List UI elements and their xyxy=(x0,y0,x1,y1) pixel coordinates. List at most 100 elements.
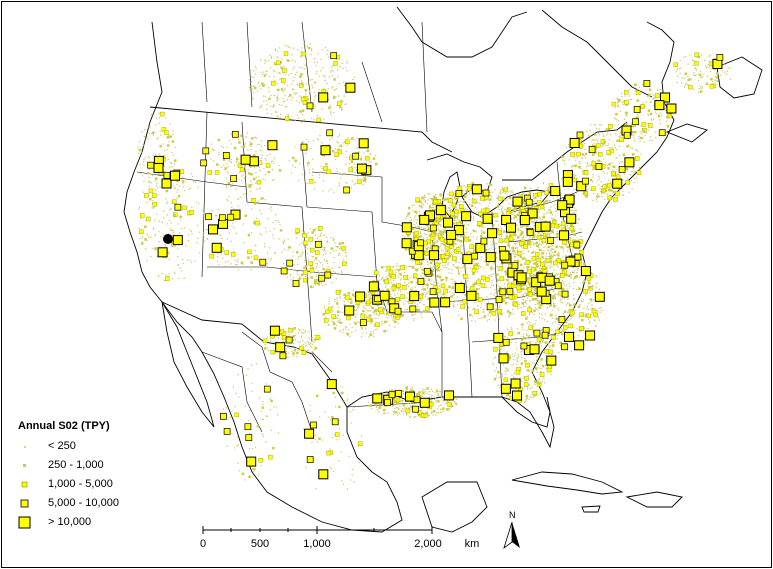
emission-point-tiny xyxy=(529,311,531,313)
emission-point-tiny xyxy=(158,241,160,243)
emission-point-tiny xyxy=(213,179,215,181)
emission-point-tiny xyxy=(534,222,536,224)
emission-point-tiny xyxy=(495,304,497,306)
emission-point-tiny xyxy=(640,125,642,127)
emission-point-tiny xyxy=(438,405,440,407)
emission-point-tiny xyxy=(551,245,553,247)
emission-point-tiny xyxy=(597,193,599,195)
emission-point-tiny xyxy=(339,266,341,268)
emission-point-tiny xyxy=(574,153,576,155)
emission-point-tiny xyxy=(431,411,433,413)
emission-point-tiny xyxy=(572,287,575,290)
emission-point-tiny xyxy=(430,396,432,398)
emission-point-tiny xyxy=(541,317,543,320)
emission-point-tiny xyxy=(690,79,692,81)
emission-point-tiny xyxy=(378,283,380,285)
emission-point-tiny xyxy=(519,235,521,237)
emission-point-tiny xyxy=(413,319,415,321)
emission-point-tiny xyxy=(532,220,534,223)
emission-point-tiny xyxy=(341,106,343,109)
emission-point-tiny xyxy=(415,213,418,215)
emission-point-tiny xyxy=(396,268,398,270)
emission-point-tiny xyxy=(296,92,298,94)
emission-point-tiny xyxy=(384,309,386,311)
emission-point-tiny xyxy=(549,236,551,238)
emission-point-tiny xyxy=(192,180,194,183)
emission-point-tiny xyxy=(277,116,280,118)
emission-point-tiny xyxy=(505,248,507,251)
emission-point-tiny xyxy=(300,254,302,256)
emission-point-tiny xyxy=(550,206,552,208)
emission-point-tiny xyxy=(487,205,489,207)
emission-point-tiny xyxy=(162,217,164,219)
emission-point-small xyxy=(448,285,451,288)
emission-point-tiny xyxy=(236,160,238,162)
emission-point-tiny xyxy=(287,249,289,251)
emission-point-tiny xyxy=(659,88,661,91)
emission-point-small xyxy=(449,191,454,197)
emission-point-tiny xyxy=(391,313,393,315)
emission-point-tiny xyxy=(408,265,410,268)
emission-point-tiny xyxy=(442,228,444,231)
emission-point-tiny xyxy=(483,267,485,269)
emission-point-tiny xyxy=(587,327,589,329)
emission-point-tiny xyxy=(311,175,314,177)
emission-point-tiny xyxy=(726,70,728,72)
emission-point-tiny xyxy=(251,76,253,78)
emission-point-tiny xyxy=(376,406,378,408)
emission-point-tiny xyxy=(149,126,151,128)
emission-point-tiny xyxy=(349,323,351,325)
emission-point-tiny xyxy=(314,439,316,441)
emission-point-tiny xyxy=(427,199,429,201)
emission-point-small xyxy=(475,287,479,291)
emission-point-tiny xyxy=(258,81,260,83)
emission-point-tiny xyxy=(322,254,324,256)
emission-point-tiny xyxy=(551,309,553,311)
emission-point-tiny xyxy=(557,307,559,309)
emission-point-tiny xyxy=(182,259,184,261)
emission-point-tiny xyxy=(296,356,298,358)
emission-point-tiny xyxy=(548,306,551,308)
emission-point-tiny xyxy=(318,260,320,262)
emission-point-tiny xyxy=(555,215,557,217)
emission-point-tiny xyxy=(587,283,589,285)
emission-point-tiny xyxy=(431,388,433,391)
emission-point-small xyxy=(472,272,475,276)
emission-point-tiny xyxy=(683,77,685,79)
emission-point-tiny xyxy=(587,184,589,186)
emission-point-tiny xyxy=(407,402,409,404)
emission-point-tiny xyxy=(423,303,425,305)
emission-point-tiny xyxy=(538,240,541,242)
emission-point-tiny xyxy=(343,304,345,306)
emission-point-tiny xyxy=(548,186,550,188)
emission-point-tiny xyxy=(389,290,391,292)
emission-point-tiny xyxy=(535,303,537,306)
emission-point-tiny xyxy=(304,259,306,261)
emission-point-tiny xyxy=(533,363,536,365)
emission-point-tiny xyxy=(580,228,582,230)
emission-point-tiny xyxy=(264,179,266,181)
emission-point-tiny xyxy=(429,193,431,195)
emission-point-tiny xyxy=(691,59,694,61)
emission-point-tiny xyxy=(324,411,326,413)
emission-point-tiny xyxy=(539,218,541,220)
emission-point-small xyxy=(547,245,551,249)
emission-point-small xyxy=(504,238,509,243)
emission-point-tiny xyxy=(235,161,237,163)
emission-point-tiny xyxy=(487,314,489,316)
emission-point-tiny xyxy=(255,182,257,184)
emission-point-tiny xyxy=(401,410,403,413)
emission-point-tiny xyxy=(457,234,459,236)
emission-point-tiny xyxy=(574,336,576,338)
emission-point-tiny xyxy=(319,177,321,179)
emission-point-tiny xyxy=(513,212,516,214)
emission-point-small xyxy=(481,208,486,214)
emission-point-tiny xyxy=(411,387,413,389)
emission-point-tiny xyxy=(441,265,444,267)
emission-point-tiny xyxy=(364,162,366,164)
state-line xyxy=(301,21,383,123)
emission-point-tiny xyxy=(584,157,586,159)
emission-point-tiny xyxy=(310,351,312,353)
emission-point-tiny xyxy=(230,161,233,163)
emission-point-tiny xyxy=(435,400,437,402)
